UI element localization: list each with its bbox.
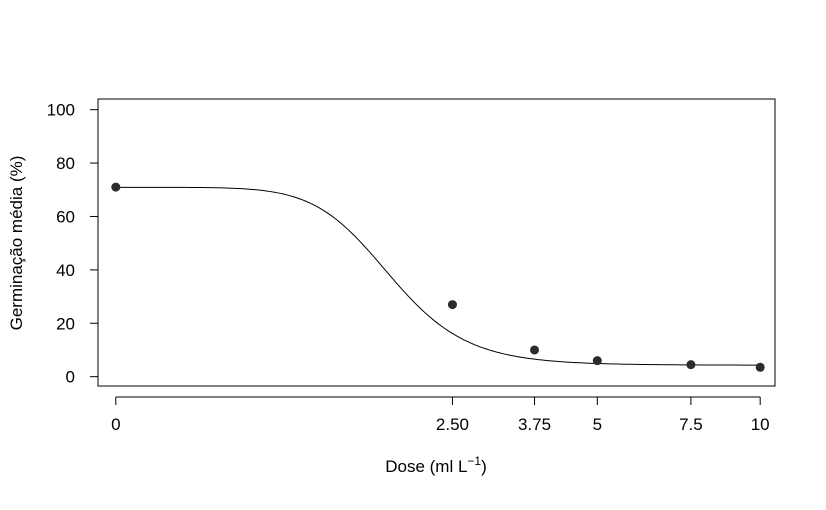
y-tick-label: 20: [56, 314, 75, 333]
y-axis: 0 20 40 60 80 100: [47, 101, 99, 387]
y-tick-label: 40: [56, 261, 75, 280]
data-point: [755, 362, 765, 372]
x-tick-label: 0: [111, 415, 120, 434]
x-tick-label: 7.5: [679, 415, 703, 434]
fitted-curve: [115, 186, 761, 366]
y-tick-label: 80: [56, 154, 75, 173]
x-axis-label: Dose (ml L−1): [385, 454, 487, 476]
x-tick-label: 2.50: [436, 415, 469, 434]
data-points: [111, 182, 765, 372]
x-tick-label: 5: [593, 415, 602, 434]
x-tick-label: 10: [751, 415, 770, 434]
y-axis-label: Germinação média (%): [7, 156, 26, 331]
y-tick-label: 100: [47, 101, 75, 120]
y-tick-label: 0: [66, 368, 75, 387]
data-point: [530, 345, 540, 355]
data-point: [592, 356, 602, 366]
data-point: [111, 182, 121, 192]
y-tick-label: 60: [56, 207, 75, 226]
data-point: [686, 360, 696, 370]
x-axis: 0 2.50 3.75 5 7.5 10: [111, 396, 770, 434]
x-tick-label: 3.75: [518, 415, 551, 434]
data-point: [447, 300, 457, 310]
plot-frame: [97, 98, 776, 387]
